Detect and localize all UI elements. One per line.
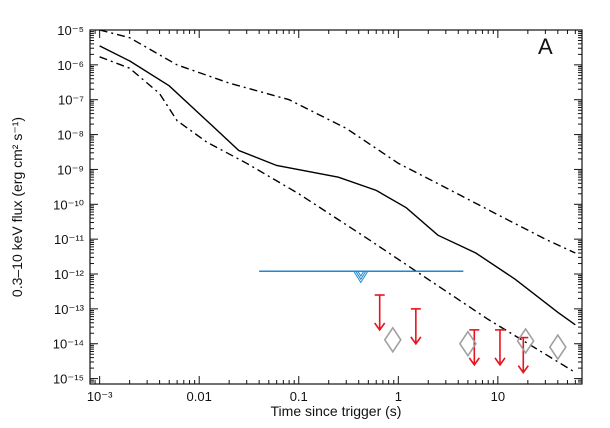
gray-diamond: [383, 326, 402, 354]
y-tick-label: 10⁻¹²: [54, 267, 85, 282]
red-upper-limit-arrowhead: [410, 336, 422, 346]
plot-frame: [89, 29, 583, 385]
y-tick-label: 10⁻⁷: [58, 93, 84, 108]
red-upper-limit: [374, 294, 386, 332]
red-upper-limit-arrowhead: [374, 322, 386, 332]
tick-labels: 10⁻³ 0.01 0.1 1 10 10⁻⁵ 10⁻⁶ 10⁻⁷ 10⁻⁸ 10⁻⁹ 10⁻¹⁰ 1…: [53, 23, 505, 404]
red-upper-limit-arrowhead: [468, 357, 480, 367]
x-tick-label: 0.1: [290, 389, 308, 404]
y-tick-label: 10⁻¹³: [54, 302, 85, 317]
y-tick-label: 10⁻¹⁵: [53, 372, 84, 387]
series-line-lower-bound: [99, 56, 576, 374]
x-axis-title: Time since trigger (s): [271, 403, 402, 419]
gray-diamond: [548, 333, 567, 361]
x-tick-label: 10⁻³: [87, 389, 113, 404]
panel-label: A: [538, 34, 553, 59]
y-tick-label: 10⁻⁸: [57, 128, 84, 143]
x-tick-label: 0.01: [187, 389, 212, 404]
red-upper-limit-arrowhead: [494, 357, 506, 367]
red-upper-limit-arrowhead: [517, 365, 529, 374]
x-tick-label: 10: [491, 389, 505, 404]
y-tick-label: 10⁻¹¹: [54, 232, 85, 247]
x-tick-label: 1: [395, 389, 402, 404]
y-tick-label: 10⁻¹⁴: [53, 337, 84, 352]
gray-diamond: [458, 330, 477, 358]
y-tick-label: 10⁻⁵: [57, 23, 84, 38]
y-tick-label: 10⁻⁹: [57, 162, 84, 177]
series-lines: [99, 29, 576, 374]
red-upper-limit: [410, 308, 422, 346]
y-tick-label: 10⁻¹⁰: [53, 197, 84, 212]
y-tick-label: 10⁻⁶: [57, 58, 84, 73]
gray-diamond: [516, 327, 535, 355]
y-axis-title: 0.3–10 keV flux (erg cm² s⁻¹): [9, 117, 25, 297]
series-line-median: [99, 45, 576, 326]
blue-limit-triangle: [356, 270, 365, 278]
limit-markers: [259, 270, 567, 374]
tick-marks: [89, 29, 583, 384]
red-upper-limit: [494, 329, 506, 367]
series-line-upper-bound: [99, 29, 576, 254]
